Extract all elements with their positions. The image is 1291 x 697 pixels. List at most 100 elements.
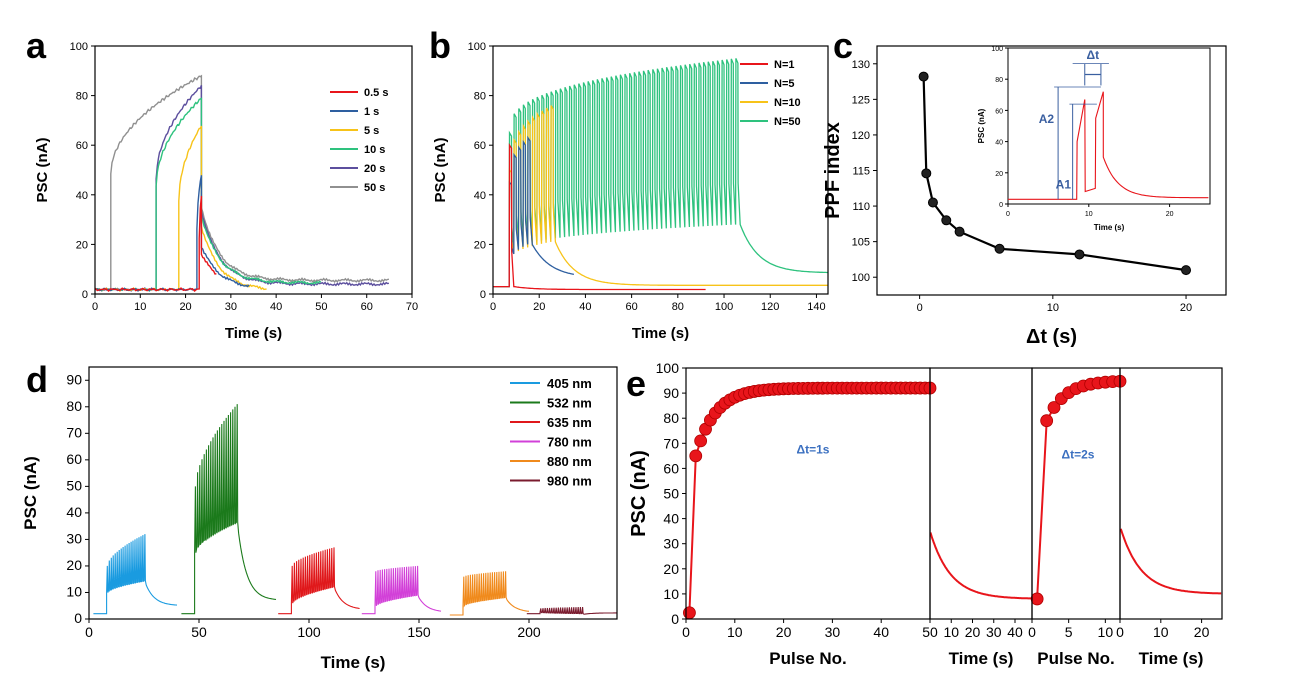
panel-c-xlabel: Δt (s): [1026, 326, 1077, 348]
panel-d-ytick-label: 0: [74, 610, 82, 626]
panel-b-ylabel: PSC (nA): [432, 138, 449, 203]
panel-e-xtick-label: 5: [1065, 624, 1073, 640]
panel-c-ytick-label: 105: [852, 237, 870, 249]
panel-d-legend-label: 405 nm: [547, 376, 592, 391]
ppf-point: [921, 168, 932, 179]
decay-line: [929, 532, 1032, 600]
panel-e-frame: [929, 367, 1033, 620]
panel-a-ytick-label: 0: [82, 289, 88, 301]
panel-a-legend-label: 10 s: [364, 144, 385, 156]
panel-d-xtick-label: 150: [407, 624, 431, 640]
panel-c-xtick-label: 20: [1180, 302, 1192, 314]
panel-a-legend-label: 50 s: [364, 182, 385, 194]
panel-e-ylabel: PSC (nA): [628, 450, 650, 537]
panel-d-xtick-label: 0: [85, 624, 93, 640]
series-line-N=5: [493, 135, 575, 288]
panel-a: a 0 10 20 30 40 50 60 70 0 20 40 60 80 100 Time (s) PSC…: [26, 25, 418, 342]
panel-e-xtick-label: 30: [825, 624, 841, 640]
panel-c-xtick-label: 10: [1047, 302, 1059, 314]
panel-e-ytick-label: 70: [663, 435, 679, 451]
panel-e-ytick-label: 30: [663, 536, 679, 552]
series-line-532nm: [181, 404, 277, 615]
panel-e-xtick-label: 20: [776, 624, 792, 640]
inset-xlabel: Time (s): [1094, 223, 1125, 232]
panel-d-xtick-label: 50: [191, 624, 207, 640]
series-line-5s: [94, 125, 267, 292]
panel-e-ytick-label: 80: [663, 410, 679, 426]
series-line-N=10: [493, 105, 828, 288]
inset-ytick-label: 100: [991, 46, 1003, 53]
series-line-N=1: [493, 143, 706, 291]
panel-e-ytick-label: 90: [663, 385, 679, 401]
inset-xtick-label: 20: [1166, 211, 1174, 218]
panel-b-ytick-label: 40: [474, 190, 486, 202]
pulse-point: [1047, 401, 1061, 414]
panel-a-legend-label: 0.5 s: [364, 87, 388, 99]
panel-b-xtick-label: 0: [490, 301, 496, 313]
panel-a-legend-label: 1 s: [364, 106, 379, 118]
panel-e-xlabel: Pulse No.: [1037, 649, 1114, 668]
panel-b-legend-label: N=1: [774, 59, 795, 71]
inset-label-dt: Δt: [1087, 48, 1100, 62]
panel-e-ytick-label: 40: [663, 511, 679, 527]
ppf-point: [954, 226, 965, 237]
pulse-point: [689, 449, 703, 463]
panel-a-ytick-label: 80: [76, 91, 88, 103]
panel-e-xlabel: Pulse No.: [769, 649, 846, 668]
panel-e-xtick-label: 40: [873, 624, 889, 640]
inset-trace: [1008, 91, 1209, 200]
panel-c-ylabel: PPF index: [822, 122, 844, 219]
series-line-0.5s: [94, 195, 217, 292]
panel-d-ytick-label: 50: [66, 477, 82, 493]
panel-a-xtick-label: 30: [225, 301, 237, 313]
panel-d-legend-label: 980 nm: [547, 474, 592, 489]
panel-a-xtick-label: 50: [315, 301, 327, 313]
panel-c-ytick-label: 120: [852, 130, 870, 142]
panel-d-ytick-label: 80: [66, 398, 82, 414]
inset-xtick-label: 10: [1085, 211, 1093, 218]
panel-c-ytick-label: 115: [852, 166, 870, 178]
panel-e-xtick-label: 20: [1194, 624, 1210, 640]
panel-d-ytick-label: 10: [66, 583, 82, 599]
panel-c-ytick-label: 130: [852, 59, 870, 71]
panel-b-xlabel: Time (s): [632, 325, 689, 342]
pulse-point: [694, 434, 708, 448]
inset-frame: [1007, 47, 1211, 205]
panel-e-xtick-label: 10: [1153, 624, 1169, 640]
panel-c-ytick-label: 100: [852, 272, 870, 284]
panel-a-ylabel: PSC (nA): [34, 138, 51, 203]
panel-e-xtick-label: 0: [1028, 624, 1036, 640]
panel-d-xlabel: Time (s): [321, 653, 386, 672]
panel-e-xtick-label: 10: [943, 624, 959, 640]
panel-letter-b: b: [429, 25, 451, 66]
panel-d-ytick-label: 90: [66, 371, 82, 387]
panel-c-ytick-label: 110: [852, 201, 870, 213]
panel-d-ytick-label: 60: [66, 451, 82, 467]
panel-b-xtick-label: 60: [625, 301, 637, 313]
panel-b-legend-label: N=10: [774, 97, 801, 109]
pulse-point: [683, 606, 696, 620]
panel-b: b 0 20 40 60 80 100 120 140 0 20 40 60 80 100 Time (s)…: [429, 25, 829, 342]
inset-label-a1: A1: [1056, 177, 1072, 191]
panel-b-xtick-label: 40: [579, 301, 591, 313]
panel-b-xtick-label: 120: [761, 301, 779, 313]
panel-e-ytick-label: 20: [663, 561, 679, 577]
panel-e-xtick-label: 30: [986, 624, 1002, 640]
panel-a-frame: [94, 45, 413, 295]
panel-a-legend-label: 20 s: [364, 163, 385, 175]
panel-e-xtick-label: 50: [922, 624, 938, 640]
panel-d-legend-label: 780 nm: [547, 435, 592, 450]
panel-letter-d: d: [26, 359, 48, 400]
panel-d-ytick-label: 30: [66, 530, 82, 546]
panel-a-ytick-label: 40: [76, 190, 88, 202]
panel-b-legend-label: N=50: [774, 116, 801, 128]
panel-b-xtick-label: 100: [715, 301, 733, 313]
series-line-635nm: [278, 547, 360, 615]
panel-d-ylabel: PSC (nA): [21, 456, 40, 530]
series-line-405nm: [93, 534, 178, 615]
panel-e-ytick-label: 10: [663, 586, 679, 602]
panel-b-ytick-label: 60: [474, 140, 486, 152]
ppf-point: [1074, 249, 1085, 260]
pulse-point: [1030, 592, 1044, 606]
